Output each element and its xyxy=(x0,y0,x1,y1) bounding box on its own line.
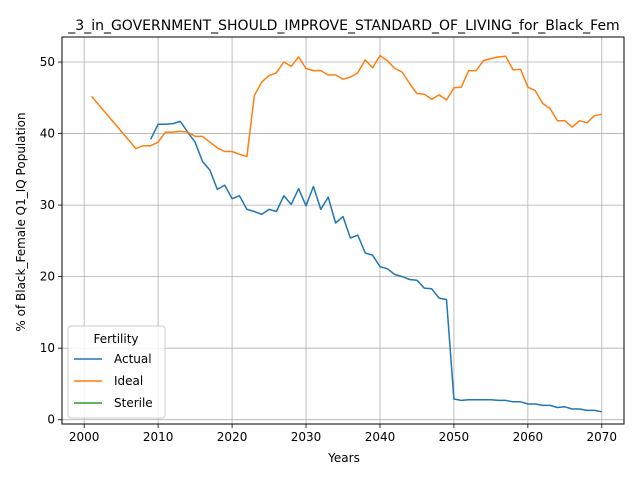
x-axis-label: Years xyxy=(327,451,360,465)
legend-box xyxy=(67,325,166,419)
y-tick-label: 50 xyxy=(40,55,55,69)
x-tick-label: 2070 xyxy=(587,430,618,444)
y-tick-label: 20 xyxy=(40,270,55,284)
x-tick-label: 2050 xyxy=(439,430,470,444)
x-tick-label: 2060 xyxy=(513,430,544,444)
x-tick-label: 2000 xyxy=(69,430,100,444)
x-tick-label: 2040 xyxy=(365,430,396,444)
x-axis-ticks: 2000 2010 2020 2030 2040 2050 2060 2070 xyxy=(69,424,617,444)
y-axis-label: % of Black_Female Q1_IQ Population xyxy=(14,112,28,331)
legend-title: Fertility xyxy=(93,332,138,346)
x-tick-label: 2010 xyxy=(143,430,174,444)
y-tick-label: 10 xyxy=(40,341,55,355)
x-tick-label: 2020 xyxy=(217,430,248,444)
series-line-ideal xyxy=(91,54,602,158)
legend-label-sterile: Sterile xyxy=(114,396,153,410)
series-lines xyxy=(91,54,602,413)
y-tick-label: 30 xyxy=(40,198,55,212)
x-tick-label: 2030 xyxy=(291,430,322,444)
plot-area-frame xyxy=(61,36,625,425)
y-tick-label: 0 xyxy=(47,413,55,427)
y-axis-ticks: 0 10 20 30 40 50 xyxy=(40,55,62,427)
legend: Fertility Actual Ideal Sterile xyxy=(67,325,166,419)
series-line-actual xyxy=(150,120,602,413)
legend-entries: Actual Ideal Sterile xyxy=(74,352,153,410)
y-tick-label: 40 xyxy=(40,127,55,141)
legend-label-ideal: Ideal xyxy=(114,374,143,388)
legend-label-actual: Actual xyxy=(114,352,152,366)
grid-lines xyxy=(62,37,624,424)
chart-title: _3_in_GOVERNMENT_SHOULD_IMPROVE_STANDARD… xyxy=(67,18,619,34)
